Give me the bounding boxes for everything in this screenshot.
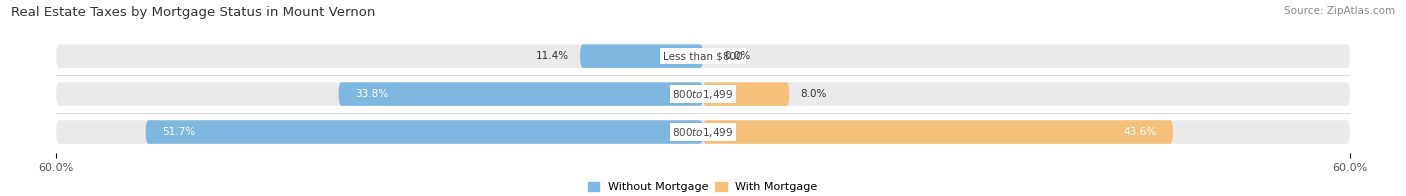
Text: 8.0%: 8.0% <box>800 89 827 99</box>
Text: 0.0%: 0.0% <box>724 51 751 61</box>
FancyBboxPatch shape <box>339 82 703 106</box>
Text: $800 to $1,499: $800 to $1,499 <box>672 88 734 101</box>
Text: 11.4%: 11.4% <box>536 51 569 61</box>
Text: Real Estate Taxes by Mortgage Status in Mount Vernon: Real Estate Taxes by Mortgage Status in … <box>11 6 375 19</box>
FancyBboxPatch shape <box>56 82 1350 106</box>
FancyBboxPatch shape <box>56 120 1350 144</box>
Text: 51.7%: 51.7% <box>162 127 195 137</box>
FancyBboxPatch shape <box>581 44 703 68</box>
FancyBboxPatch shape <box>56 44 1350 68</box>
Text: 43.6%: 43.6% <box>1123 127 1157 137</box>
FancyBboxPatch shape <box>703 82 789 106</box>
Text: Less than $800: Less than $800 <box>664 51 742 61</box>
Legend: Without Mortgage, With Mortgage: Without Mortgage, With Mortgage <box>588 182 818 192</box>
FancyBboxPatch shape <box>146 120 703 144</box>
FancyBboxPatch shape <box>703 120 1173 144</box>
Text: Source: ZipAtlas.com: Source: ZipAtlas.com <box>1284 6 1395 16</box>
Text: 33.8%: 33.8% <box>354 89 388 99</box>
Text: $800 to $1,499: $800 to $1,499 <box>672 125 734 139</box>
